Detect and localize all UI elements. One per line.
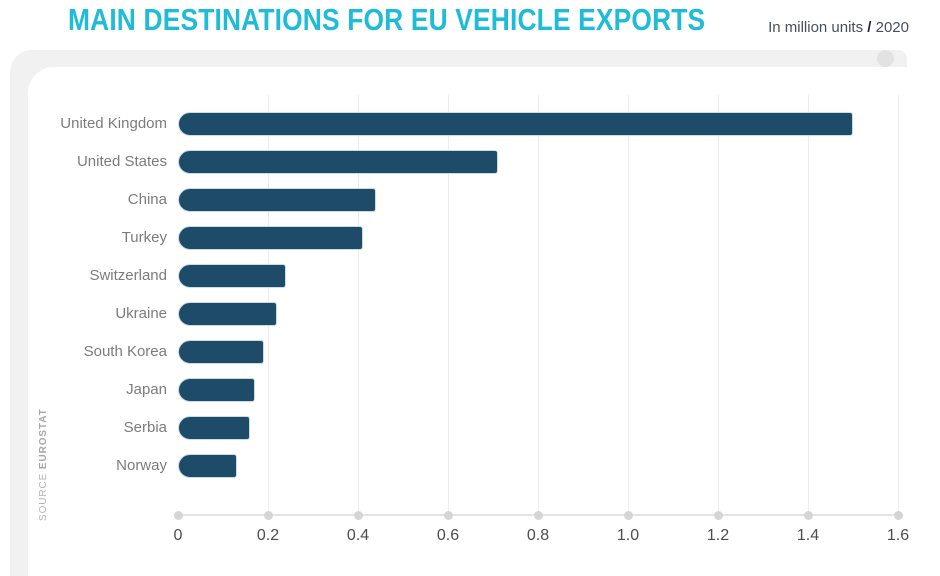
bar-united-kingdom [178,112,853,136]
bar-turkey [178,226,363,250]
units-separator: / [867,19,872,36]
bar-switzerland [178,264,286,288]
units-year: 2020 [875,19,909,36]
x-tick-label: 0 [173,527,183,544]
bar-norway [178,454,237,478]
gridline [718,95,719,516]
gridline [898,95,899,516]
x-tick-label: 0.8 [526,527,550,544]
gridline [448,95,449,516]
category-label: China [127,191,167,208]
gridline [538,95,539,516]
gridline [628,95,629,516]
x-tick-label: 1.4 [796,527,820,544]
axis-tick-dot [263,511,273,520]
axis-tick-dot [353,511,363,520]
axis-tick-dot [173,511,183,520]
axis-tick-dot [713,511,723,520]
category-label: Switzerland [89,267,167,284]
axis-tick-dot [803,511,813,520]
bar-south-korea [178,340,264,364]
x-tick-label: 1.6 [886,527,910,544]
category-label: Norway [116,457,167,474]
x-tick-label: 1.2 [706,527,730,544]
bar-china [178,188,376,212]
panel-decoration-dot [877,50,894,67]
category-label: Japan [126,381,167,398]
gridline [808,95,809,516]
x-tick-label: 0.2 [256,527,280,544]
category-label: United States [76,153,167,170]
units-label: In million units / 2020 [768,19,909,36]
gridline [358,95,359,516]
x-tick-label: 0.4 [346,527,370,544]
axis-tick-dot [623,511,633,520]
page-title: MAIN DESTINATIONS FOR EU VEHICLE EXPORTS [68,2,706,37]
bar-ukraine [178,302,277,326]
bar-united-states [178,150,498,174]
category-label: Ukraine [115,305,167,322]
x-tick-label: 0.6 [436,527,460,544]
category-label: Turkey [121,229,167,246]
bar-serbia [178,416,250,440]
category-label: South Korea [83,343,167,360]
category-label: United Kingdom [60,115,167,132]
bar-japan [178,378,255,402]
axis-tick-dot [893,511,903,520]
category-label: Serbia [123,419,167,436]
axis-tick-dot [533,511,543,520]
x-tick-label: 1.0 [616,527,640,544]
units-text: In million units [768,19,864,36]
axis-tick-dot [443,511,453,520]
